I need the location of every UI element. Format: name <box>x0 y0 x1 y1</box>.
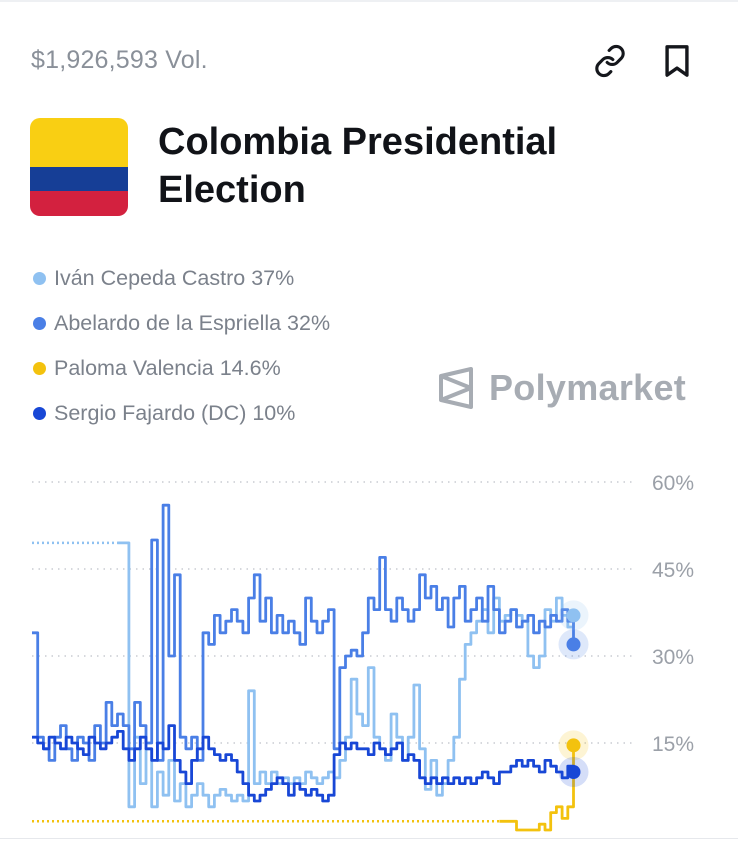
legend-label-fajardo: Sergio Fajardo (DC) 10% <box>54 401 296 425</box>
legend-dot-valencia <box>33 362 46 375</box>
flag-yellow-band <box>30 118 128 167</box>
legend-item-espriella: Abelardo de la Espriella 32% <box>33 301 330 346</box>
legend-dot-espriella <box>33 317 46 330</box>
flag-blue-band <box>30 167 128 191</box>
legend-item-cepeda: Iván Cepeda Castro 37% <box>33 256 330 301</box>
series-line-abelardo-de-la-espriella <box>32 503 575 762</box>
legend-item-fajardo: Sergio Fajardo (DC) 10% <box>33 391 330 436</box>
market-title: Colombia Presidential Election <box>158 121 558 211</box>
legend-dot-fajardo <box>33 407 46 420</box>
top-divider <box>0 0 738 2</box>
bottom-card-edge <box>0 838 738 852</box>
legend-dot-cepeda <box>33 272 46 285</box>
series-line-sergio-fajardo-dc <box>32 724 575 803</box>
y-tick-label-0: 60% <box>652 472 694 495</box>
brand-name: Polymarket <box>489 367 687 408</box>
polymarket-brand: Polymarket <box>437 366 686 410</box>
endpoint-dot-iv-n-cepeda-castro <box>566 608 581 623</box>
colombia-flag-icon <box>30 118 128 216</box>
endpoint-dot-sergio-fajardo-dc <box>566 765 581 779</box>
series-line-iv-n-cepeda-castro <box>117 541 575 809</box>
flag-red-band <box>30 191 128 216</box>
polymarket-logo-icon <box>439 367 473 409</box>
y-tick-label-3: 15% <box>652 733 694 756</box>
link-icon <box>595 44 625 78</box>
volume-label: $1,926,593 Vol. <box>31 46 208 74</box>
chart-legend: Iván Cepeda Castro 37% Abelardo de la Es… <box>33 256 330 436</box>
series-line-paloma-valencia <box>499 745 575 832</box>
legend-label-valencia: Paloma Valencia 14.6% <box>54 356 281 380</box>
endpoint-dot-paloma-valencia <box>566 738 581 753</box>
bookmark-icon <box>665 45 689 77</box>
endpoint-dot-abelardo-de-la-espriella <box>566 637 581 652</box>
y-tick-label-1: 45% <box>652 559 694 582</box>
legend-label-cepeda: Iván Cepeda Castro 37% <box>54 266 295 290</box>
bookmark-button[interactable] <box>657 40 697 82</box>
copy-link-button[interactable] <box>590 40 630 82</box>
legend-item-valencia: Paloma Valencia 14.6% <box>33 346 330 391</box>
legend-label-espriella: Abelardo de la Espriella 32% <box>54 311 331 335</box>
y-tick-label-2: 30% <box>652 646 694 669</box>
